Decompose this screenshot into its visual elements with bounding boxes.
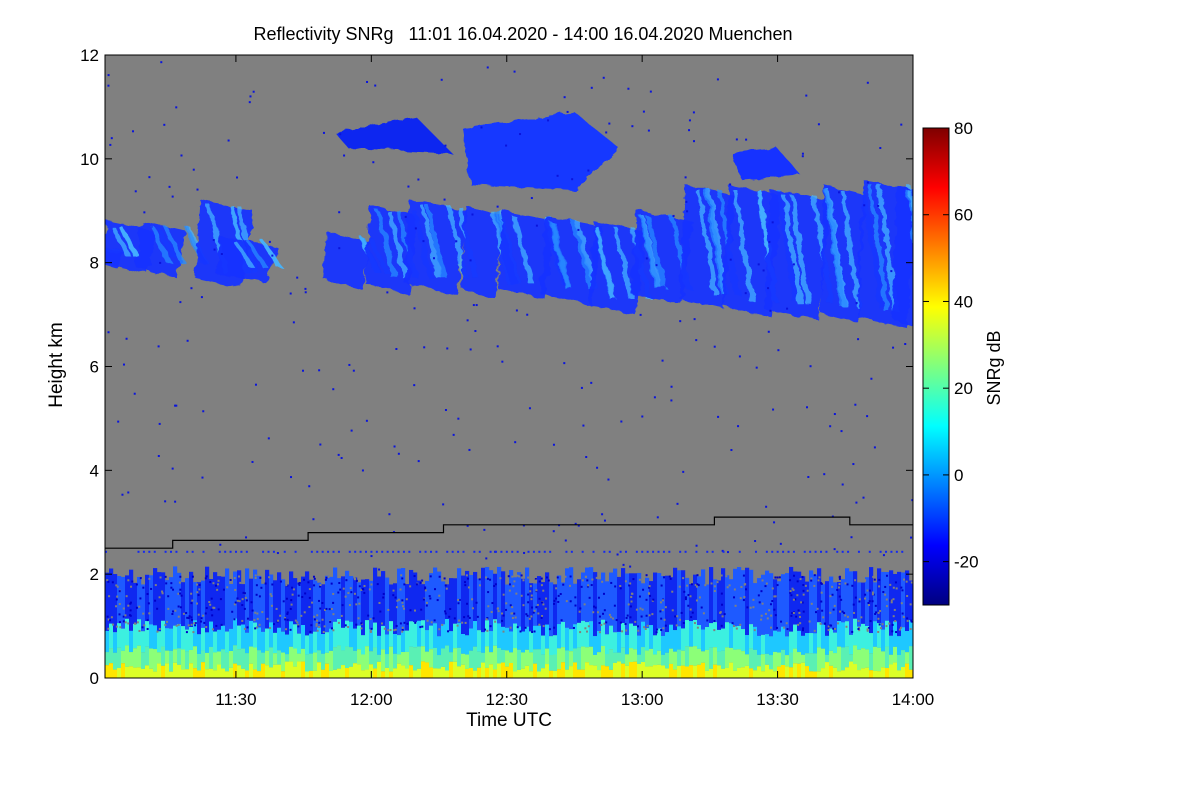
y-tick-label: 0: [90, 669, 99, 688]
y-axis-label: Height km: [46, 322, 67, 408]
x-tick-label: 13:30: [756, 690, 799, 709]
colorbar-gradient: [922, 127, 950, 606]
colorbar-label: SNRg dB: [984, 330, 1004, 405]
cirrus-layer: [105, 112, 913, 328]
y-tick-label: 2: [90, 565, 99, 584]
y-tick-label: 12: [80, 46, 99, 65]
plot-area: [105, 55, 913, 678]
boundary-layer: [105, 566, 913, 678]
x-tick-label: 13:00: [621, 690, 664, 709]
x-tick-label: 14:00: [892, 690, 935, 709]
x-axis-label: Time UTC: [466, 710, 552, 731]
colorbar-tick-label: -20: [954, 553, 979, 572]
y-tick-label: 10: [80, 150, 99, 169]
colorbar-tick-label: 40: [954, 292, 973, 311]
colorbar-tick-label: 0: [954, 466, 963, 485]
x-tick-label: 12:00: [350, 690, 393, 709]
x-tick-label: 12:30: [485, 690, 528, 709]
chart-title: Reflectivity SNRg 11:01 16.04.2020 - 14:…: [253, 24, 792, 44]
colorbar-tick-label: 80: [954, 119, 973, 138]
y-tick-label: 8: [90, 254, 99, 273]
colorbar: -20 0 20 40 60 80 SNRg dB: [922, 119, 1004, 606]
x-tick-label: 11:30: [215, 690, 256, 709]
x-axis: 11:30 12:00 12:30 13:00 13:30 14:00: [215, 55, 934, 709]
colorbar-tick-label: 60: [954, 206, 973, 225]
step-line: [105, 516, 913, 549]
echo-features: [105, 112, 913, 678]
y-tick-label: 6: [90, 358, 99, 377]
y-tick-label: 4: [90, 461, 99, 480]
noise-speckle: [105, 61, 913, 571]
y-axis: 0 2 4 6 8 10 12: [80, 46, 913, 688]
colorbar-tick-label: 20: [954, 379, 973, 398]
colorbar-ticks: -20 0 20 40 60 80: [923, 119, 979, 572]
